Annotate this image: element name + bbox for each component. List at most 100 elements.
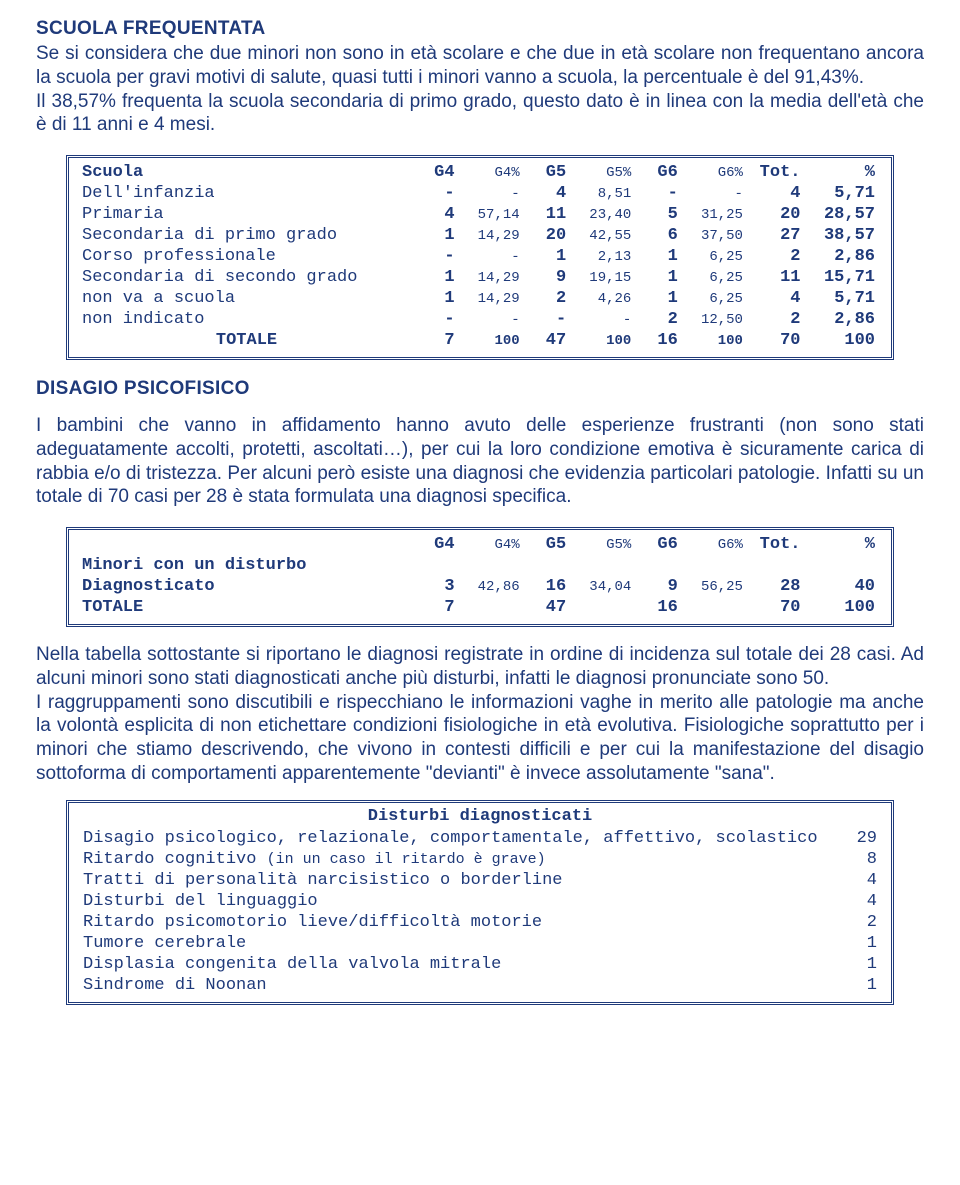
row-label: Secondaria di primo grado: [79, 225, 414, 246]
cell: 56,25: [684, 576, 749, 597]
cell: 1: [526, 246, 573, 267]
col-g6: G6: [637, 534, 684, 555]
cell: 4,26: [572, 288, 637, 309]
cell: 9: [637, 576, 684, 597]
table-row: Ritardo cognitivo (in un caso il ritardo…: [79, 849, 881, 870]
cell: 1: [637, 246, 684, 267]
cell: 11: [749, 267, 807, 288]
cell: 28: [749, 576, 807, 597]
col-tot: Tot.: [749, 162, 807, 183]
table-disturbi: Disagio psicologico, relazionale, compor…: [79, 828, 881, 996]
disturbo-label: Tratti di personalità narcisistico o bor…: [79, 870, 841, 891]
table-row: non va a scuola114,2924,2616,2545,71: [79, 288, 881, 309]
row-label: Secondaria di secondo grado: [79, 267, 414, 288]
col-pct: %: [806, 162, 881, 183]
disturbo-label: Sindrome di Noonan: [79, 975, 841, 996]
table-row: Tratti di personalità narcisistico o bor…: [79, 870, 881, 891]
col-g4p: G4%: [461, 162, 526, 183]
total-label: TOTALE: [79, 330, 414, 351]
col-g4: G4: [414, 162, 461, 183]
col-g6: G6: [637, 162, 684, 183]
cell: 5,71: [806, 183, 881, 204]
cell: 6,25: [684, 246, 749, 267]
table-row: Dell'infanzia--48,51--45,71: [79, 183, 881, 204]
total-g6p: 100: [684, 330, 749, 351]
table-disturbo: G4 G4% G5 G5% G6 G6% Tot. % Minori con u…: [79, 534, 881, 618]
cell: 20: [749, 204, 807, 225]
total-pct: 100: [806, 330, 881, 351]
table-scuola: Scuola G4 G4% G5 G5% G6 G6% Tot. % Dell'…: [79, 162, 881, 351]
cell: 2: [637, 309, 684, 330]
cell: -: [637, 183, 684, 204]
row-totale-label: TOTALE: [79, 597, 414, 618]
cell: 12,50: [684, 309, 749, 330]
cell: -: [461, 246, 526, 267]
col-g5p: G5%: [572, 534, 637, 555]
cell: -: [461, 309, 526, 330]
table-row: non indicato----212,5022,86: [79, 309, 881, 330]
table-disturbo-box: G4 G4% G5 G5% G6 G6% Tot. % Minori con u…: [66, 527, 894, 627]
table3-title: Disturbi diagnosticati: [79, 807, 881, 828]
col-g5: G5: [526, 162, 573, 183]
cell: 6,25: [684, 288, 749, 309]
cell: 42,86: [461, 576, 526, 597]
section-heading-scuola: SCUOLA FREQUENTATA: [36, 18, 924, 40]
disturbo-count: 1: [841, 954, 881, 975]
cell: 1: [414, 267, 461, 288]
table-row: Disagio psicologico, relazionale, compor…: [79, 828, 881, 849]
total-g4: 7: [414, 330, 461, 351]
cell: 23,40: [572, 204, 637, 225]
disturbo-count: 8: [841, 849, 881, 870]
cell: 19,15: [572, 267, 637, 288]
total-g5p: 100: [572, 330, 637, 351]
cell: 100: [806, 597, 881, 618]
disturbo-label: Disagio psicologico, relazionale, compor…: [79, 828, 841, 849]
table-row: Primaria457,141123,40531,252028,57: [79, 204, 881, 225]
cell: [684, 597, 749, 618]
table-scuola-box: Scuola G4 G4% G5 G5% G6 G6% Tot. % Dell'…: [66, 155, 894, 360]
cell: 5,71: [806, 288, 881, 309]
cell: 42,55: [572, 225, 637, 246]
col-g4: G4: [414, 534, 461, 555]
cell: 1: [637, 267, 684, 288]
row-label: Corso professionale: [79, 246, 414, 267]
cell: 40: [806, 576, 881, 597]
col-tot: Tot.: [749, 534, 807, 555]
row-label: non va a scuola: [79, 288, 414, 309]
cell: 6: [637, 225, 684, 246]
section-heading-disagio: DISAGIO PSICOFISICO: [36, 378, 924, 400]
section-paragraph-diagnosi: Nella tabella sottostante si riportano l…: [36, 643, 924, 786]
cell: -: [414, 183, 461, 204]
spacer: [79, 534, 414, 555]
total-g6: 16: [637, 330, 684, 351]
section-paragraph-scuola: Se si considera che due minori non sono …: [36, 42, 924, 137]
cell: 4: [749, 183, 807, 204]
cell: 2,86: [806, 309, 881, 330]
table-title: Scuola: [79, 162, 414, 183]
cell: -: [414, 246, 461, 267]
cell: 16: [526, 576, 573, 597]
col-g6p: G6%: [684, 534, 749, 555]
row-group-head: Minori con un disturbo: [79, 555, 414, 576]
col-g5p: G5%: [572, 162, 637, 183]
total-g5: 47: [526, 330, 573, 351]
table-row: Disturbi del linguaggio4: [79, 891, 881, 912]
disturbo-label: Tumore cerebrale: [79, 933, 841, 954]
table-row: Secondaria di secondo grado114,29919,151…: [79, 267, 881, 288]
cell: 47: [526, 597, 573, 618]
cell: [461, 597, 526, 618]
col-pct: %: [806, 534, 881, 555]
cell: 11: [526, 204, 573, 225]
table-row: Displasia congenita della valvola mitral…: [79, 954, 881, 975]
cell: 31,25: [684, 204, 749, 225]
cell: 37,50: [684, 225, 749, 246]
col-g6p: G6%: [684, 162, 749, 183]
cell: 5: [637, 204, 684, 225]
cell: 15,71: [806, 267, 881, 288]
row-label: non indicato: [79, 309, 414, 330]
cell: 6,25: [684, 267, 749, 288]
cell: [572, 597, 637, 618]
cell: 9: [526, 267, 573, 288]
disturbo-count: 2: [841, 912, 881, 933]
disturbo-count: 4: [841, 891, 881, 912]
